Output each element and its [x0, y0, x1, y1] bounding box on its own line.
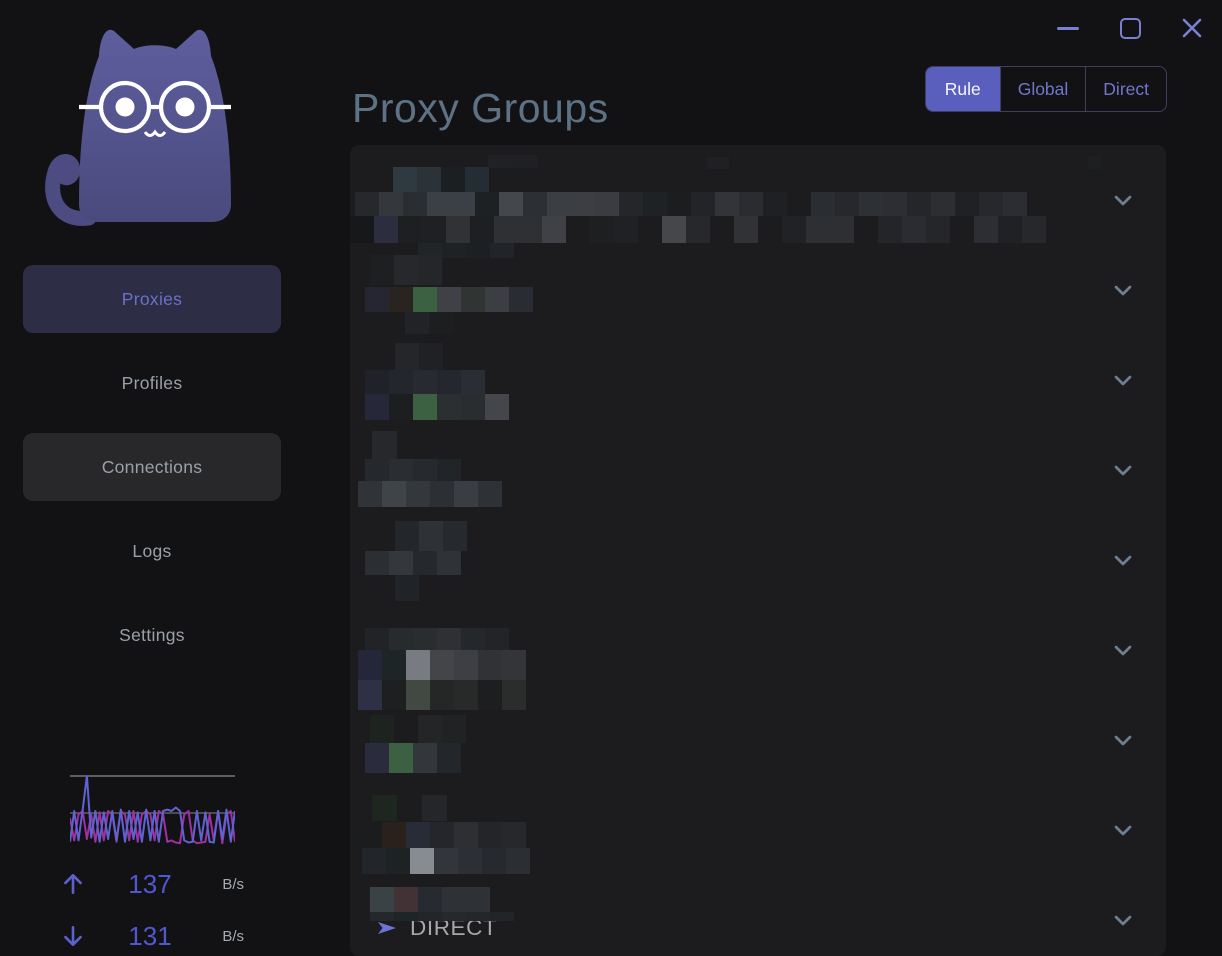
- download-speed-unit: B/s: [222, 927, 244, 945]
- minus-icon: [1057, 26, 1079, 30]
- chevron-down-icon[interactable]: [1111, 641, 1135, 661]
- proxy-group-row[interactable]: [350, 786, 1166, 876]
- page-title: Proxy Groups: [352, 85, 609, 132]
- proxy-group-row[interactable]: [350, 516, 1166, 606]
- chevron-down-icon[interactable]: [1111, 731, 1135, 751]
- square-outline-icon: [1119, 17, 1141, 39]
- x-icon: [1182, 18, 1202, 38]
- chevron-down-icon[interactable]: [1111, 821, 1135, 841]
- close-button[interactable]: [1178, 14, 1206, 42]
- upload-speed-value: 137: [128, 868, 172, 899]
- upload-speed-row: 137 B/s: [60, 868, 248, 900]
- chevron-down-icon[interactable]: [1111, 191, 1135, 211]
- arrow-down-icon: [64, 926, 82, 946]
- sidebar-item-connections[interactable]: Connections: [23, 433, 281, 501]
- sidebar-item-profiles[interactable]: Profiles: [121, 372, 183, 393]
- sidebar-item-proxies[interactable]: Proxies: [23, 265, 281, 333]
- traffic-sparkline: [69, 775, 236, 845]
- proxy-groups-panel: DIRECT: [350, 145, 1166, 956]
- proxy-group-row[interactable]: [350, 156, 1166, 246]
- proxy-group-row[interactable]: [350, 426, 1166, 516]
- maximize-button[interactable]: [1116, 14, 1144, 42]
- traffic-monitor: 137 B/s 131 B/s: [60, 768, 248, 952]
- sidebar-item-settings[interactable]: Settings: [119, 624, 185, 645]
- upload-speed-unit: B/s: [222, 875, 244, 893]
- mode-button-global[interactable]: Global: [999, 67, 1086, 111]
- sidebar-item-logs[interactable]: Logs: [132, 540, 172, 561]
- sidebar: Proxies Profiles Connections Logs Settin…: [0, 0, 305, 956]
- chevron-down-icon[interactable]: [1111, 371, 1135, 391]
- proxy-group-row[interactable]: [350, 696, 1166, 786]
- mode-button-rule[interactable]: Rule: [925, 67, 1000, 111]
- chevron-down-icon[interactable]: [1111, 551, 1135, 571]
- minimize-button[interactable]: [1054, 14, 1082, 42]
- download-speed-value: 131: [128, 920, 172, 951]
- arrow-right-icon: [378, 922, 396, 934]
- arrow-up-icon: [64, 874, 82, 894]
- clash-verge-cat-logo: [45, 29, 231, 226]
- proxy-group-row[interactable]: [350, 336, 1166, 426]
- outbound-mode-switch: Rule Global Direct: [924, 66, 1167, 112]
- proxy-group-row[interactable]: [350, 606, 1166, 696]
- chevron-down-icon[interactable]: [1111, 281, 1135, 301]
- proxy-group-row[interactable]: [350, 876, 1166, 956]
- sidebar-nav: Proxies Profiles Connections Logs Settin…: [23, 265, 281, 669]
- window-controls: [1054, 14, 1206, 42]
- chevron-down-icon[interactable]: [1111, 461, 1135, 481]
- chevron-down-icon[interactable]: [1111, 911, 1135, 931]
- download-speed-row: 131 B/s: [60, 920, 248, 952]
- mode-button-direct[interactable]: Direct: [1085, 67, 1166, 111]
- proxy-group-row[interactable]: [350, 246, 1166, 336]
